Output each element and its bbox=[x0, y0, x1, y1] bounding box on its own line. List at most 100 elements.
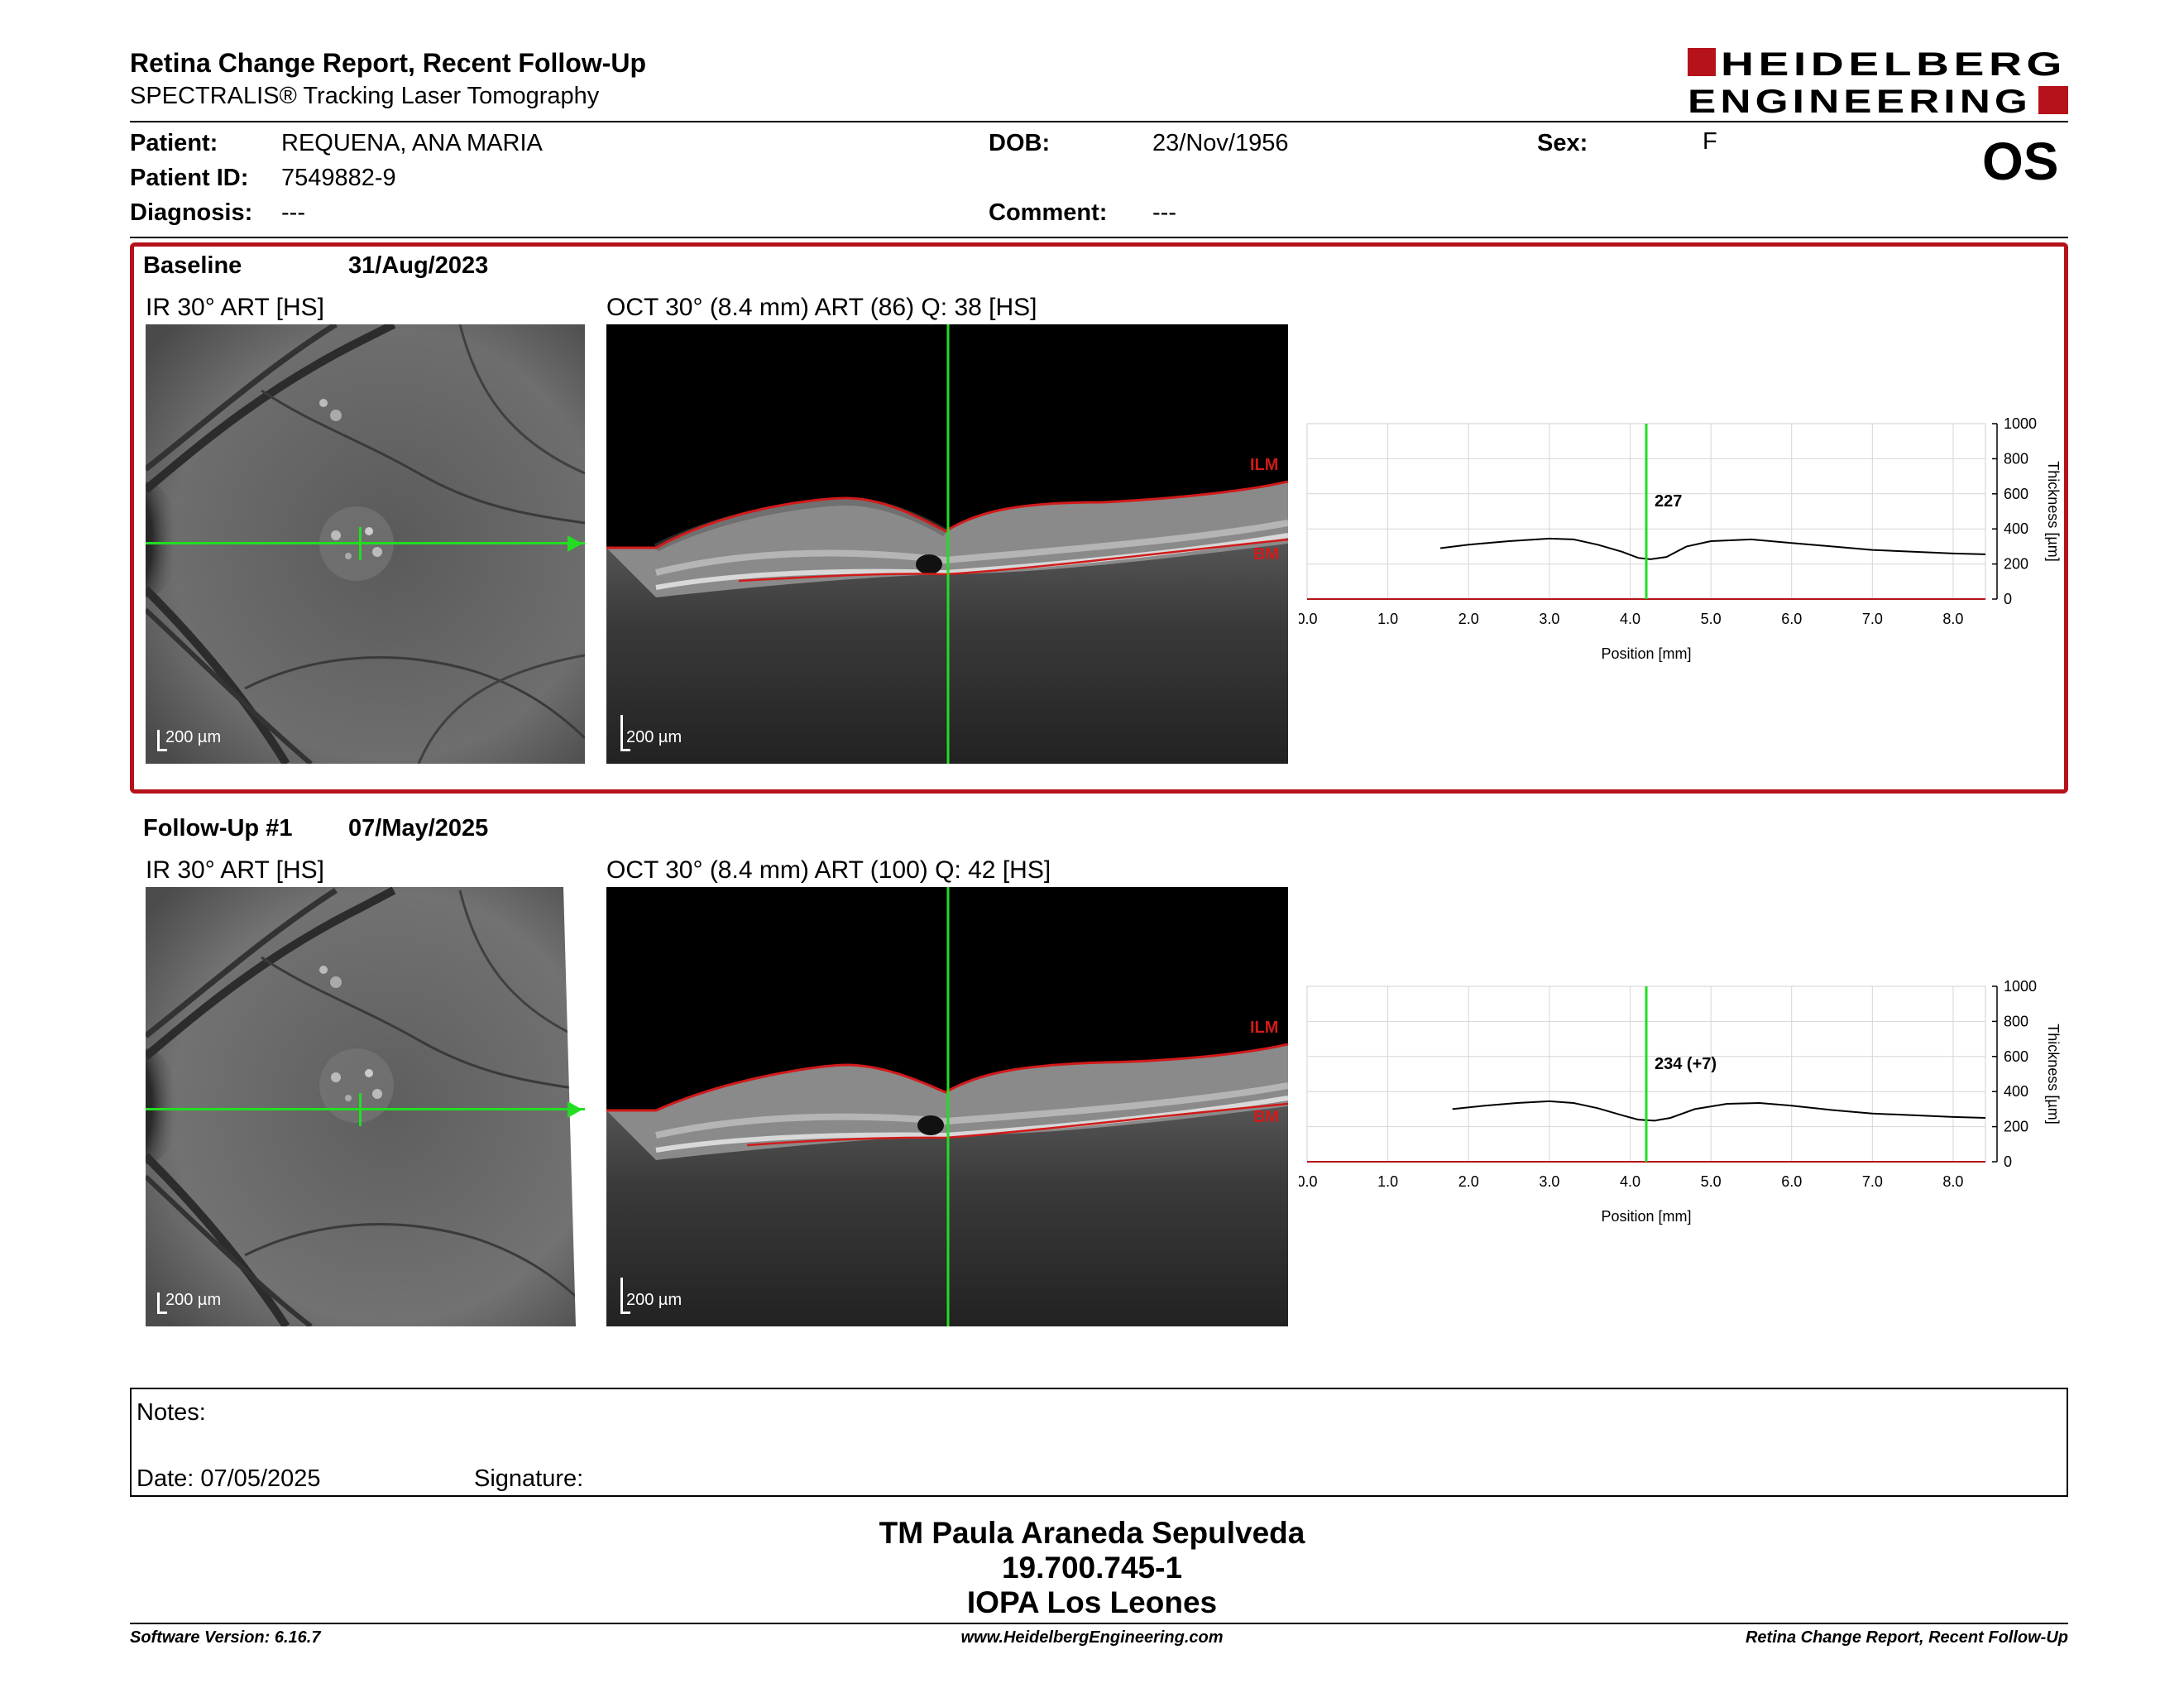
followup-chart-x-tick-label: 8.0 bbox=[1942, 1173, 1963, 1190]
followup-chart-x-tick-label: 5.0 bbox=[1701, 1173, 1722, 1190]
header-divider bbox=[130, 121, 2068, 122]
followup-title: Follow-Up #1 bbox=[143, 815, 293, 842]
baseline-chart-x-tick-label: 8.0 bbox=[1942, 611, 1963, 627]
signatory-id: 19.700.745-1 bbox=[1001, 1551, 1183, 1585]
baseline-fovea-crosshair bbox=[359, 527, 362, 560]
footer-website: www.HeidelbergEngineering.com bbox=[960, 1628, 1224, 1647]
report-subtitle: SPECTRALIS® Tracking Laser Tomography bbox=[130, 83, 600, 109]
followup-ir-label: IR 30° ART [HS] bbox=[146, 856, 324, 884]
heidelberg-logo: HEIDELBERG ENGINEERING bbox=[1688, 46, 2068, 119]
followup-chart-y-tick-label: 800 bbox=[2004, 1013, 2028, 1029]
baseline-chart-y-tick-label: 600 bbox=[2004, 486, 2028, 502]
patient-divider bbox=[130, 237, 2068, 238]
followup-chart-marker-label: 234 (+7) bbox=[1655, 1055, 1717, 1073]
followup-chart-x-tick-label: 1.0 bbox=[1377, 1173, 1398, 1190]
baseline-chart-y-tick-label: 200 bbox=[2004, 556, 2028, 573]
notes-box: Notes: Date: 07/05/2025 Signature: bbox=[130, 1388, 2068, 1497]
baseline-ilm-label: ILM bbox=[1250, 456, 1278, 474]
followup-chart-x-tick-label: 7.0 bbox=[1862, 1173, 1883, 1190]
footer-divider bbox=[130, 1623, 2068, 1624]
baseline-chart-x-axis-label: Position [mm] bbox=[1601, 645, 1691, 662]
baseline-chart-marker-label: 227 bbox=[1655, 492, 1682, 511]
baseline-section bbox=[130, 242, 2068, 794]
eye-indicator: OS bbox=[1982, 132, 2059, 191]
followup-fovea-crosshair bbox=[359, 1093, 362, 1126]
signature-label: Signature: bbox=[474, 1465, 584, 1492]
comment-value: --- bbox=[1152, 199, 1176, 226]
baseline-ir-fundus-image: 200 µm bbox=[146, 324, 585, 764]
patient-id-label: Patient ID: bbox=[130, 165, 249, 191]
sex-label: Sex: bbox=[1537, 130, 1588, 156]
baseline-scan-line bbox=[146, 542, 585, 544]
baseline-chart-y-axis-label: Thickness [µm] bbox=[2045, 461, 2062, 561]
followup-oct-scale-bar bbox=[620, 1278, 623, 1314]
baseline-chart-x-tick-label: 5.0 bbox=[1701, 611, 1722, 627]
notes-date: Date: 07/05/2025 bbox=[136, 1465, 321, 1492]
baseline-oct-scale-bar bbox=[620, 715, 623, 751]
followup-chart-x-axis-label: Position [mm] bbox=[1601, 1208, 1691, 1225]
baseline-chart-x-tick-label: 3.0 bbox=[1539, 611, 1559, 627]
baseline-ir-scale-text: 200 µm bbox=[165, 728, 222, 746]
followup-oct-scale-text: 200 µm bbox=[626, 1291, 682, 1309]
followup-chart-x-tick-label: 4.0 bbox=[1620, 1173, 1640, 1190]
diagnosis-value: --- bbox=[281, 199, 305, 226]
baseline-chart-thickness-line bbox=[1439, 537, 1986, 560]
dob-label: DOB: bbox=[989, 130, 1051, 156]
sex-value: F bbox=[1703, 128, 1717, 155]
followup-date: 07/May/2025 bbox=[348, 815, 489, 842]
baseline-date: 31/Aug/2023 bbox=[348, 252, 489, 279]
dob-value: 23/Nov/1956 bbox=[1152, 130, 1289, 156]
notes-label: Notes: bbox=[136, 1399, 206, 1426]
followup-ir-scale-text: 200 µm bbox=[165, 1291, 222, 1309]
patient-id: 7549882-9 bbox=[281, 165, 396, 191]
baseline-chart-x-tick-label: 2.0 bbox=[1458, 611, 1479, 627]
followup-oct-bscan-image: ILM BM 200 µm bbox=[606, 887, 1288, 1326]
baseline-chart-y-tick-label: 800 bbox=[2004, 450, 2028, 467]
followup-chart-x-tick-label: 0.0 bbox=[1299, 1173, 1318, 1190]
footer-report-name: Retina Change Report, Recent Follow-Up bbox=[1745, 1628, 2068, 1647]
followup-chart-x-tick-label: 3.0 bbox=[1539, 1173, 1559, 1190]
baseline-chart-y-tick-label: 400 bbox=[2004, 520, 2028, 537]
signatory-name: TM Paula Araneda Sepulveda bbox=[879, 1516, 1305, 1550]
baseline-chart-y-tick-label: 0 bbox=[2004, 591, 2012, 607]
footer-software-version: Software Version: 6.16.7 bbox=[130, 1628, 321, 1647]
followup-chart-y-tick-label: 400 bbox=[2004, 1083, 2028, 1100]
followup-chart-thickness-line bbox=[1452, 1100, 1986, 1122]
followup-chart-x-tick-label: 2.0 bbox=[1458, 1173, 1479, 1190]
followup-scan-arrow-icon bbox=[568, 1101, 582, 1118]
baseline-scan-arrow-icon bbox=[568, 535, 582, 552]
followup-chart-y-tick-label: 0 bbox=[2004, 1153, 2012, 1170]
followup-ir-scale-bar bbox=[157, 1292, 160, 1314]
followup-chart-y-tick-label: 200 bbox=[2004, 1119, 2028, 1135]
report-title: Retina Change Report, Recent Follow-Up bbox=[130, 48, 647, 78]
baseline-chart-x-tick-label: 7.0 bbox=[1862, 611, 1883, 627]
followup-chart-x-tick-label: 6.0 bbox=[1781, 1173, 1802, 1190]
patient-label: Patient: bbox=[130, 130, 218, 156]
followup-chart-y-axis-label: Thickness [µm] bbox=[2045, 1024, 2062, 1124]
baseline-chart-x-tick-label: 1.0 bbox=[1377, 611, 1398, 627]
followup-chart-y-tick-label: 1000 bbox=[2004, 978, 2037, 995]
baseline-chart-x-tick-label: 4.0 bbox=[1620, 611, 1640, 627]
logo-line2: ENGINEERING bbox=[1688, 84, 2032, 119]
followup-ilm-label: ILM bbox=[1250, 1019, 1278, 1037]
baseline-chart-x-tick-label: 6.0 bbox=[1781, 611, 1802, 627]
followup-thickness-chart: 0 200 400 600 800 1000 0.0 1.0 2.0 3.0 4.0 5.0 6.0 7.… bbox=[1299, 978, 2062, 1225]
followup-ir-fundus-image: 200 µm bbox=[146, 887, 585, 1326]
baseline-bm-label: BM bbox=[1253, 545, 1279, 563]
followup-chart-y-tick-label: 600 bbox=[2004, 1048, 2028, 1065]
comment-label: Comment: bbox=[989, 199, 1108, 226]
logo-line1: HEIDELBERG bbox=[1721, 46, 2067, 83]
baseline-chart-x-tick-label: 0.0 bbox=[1299, 611, 1318, 627]
baseline-oct-label: OCT 30° (8.4 mm) ART (86) Q: 38 [HS] bbox=[606, 294, 1037, 321]
signatory-institution: IOPA Los Leones bbox=[966, 1585, 1218, 1619]
diagnosis-label: Diagnosis: bbox=[130, 199, 253, 226]
patient-name: REQUENA, ANA MARIA bbox=[281, 130, 543, 156]
baseline-ir-scale-bar bbox=[157, 730, 160, 751]
baseline-thickness-chart: 0 200 400 600 800 1000 0.0 1.0 2.0 3.0 4.0 5.0 6.0 7.… bbox=[1299, 415, 2062, 662]
followup-scan-line bbox=[146, 1108, 585, 1110]
baseline-chart-y-tick-label: 1000 bbox=[2004, 415, 2037, 432]
baseline-ir-label: IR 30° ART [HS] bbox=[146, 294, 324, 321]
followup-oct-label: OCT 30° (8.4 mm) ART (100) Q: 42 [HS] bbox=[606, 856, 1051, 884]
baseline-title: Baseline bbox=[143, 252, 242, 279]
baseline-oct-bscan-image: ILM BM 200 µm bbox=[606, 324, 1288, 764]
